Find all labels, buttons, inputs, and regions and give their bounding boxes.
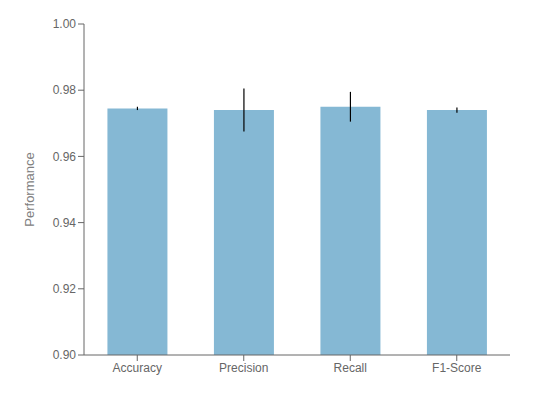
svg-text:F1-Score: F1-Score	[432, 361, 482, 375]
svg-text:0.96: 0.96	[53, 150, 77, 164]
svg-text:Recall: Recall	[334, 361, 367, 375]
svg-text:Accuracy: Accuracy	[113, 361, 162, 375]
svg-text:0.94: 0.94	[53, 216, 77, 230]
svg-text:0.92: 0.92	[53, 282, 77, 296]
svg-text:Precision: Precision	[219, 361, 268, 375]
svg-text:0.98: 0.98	[53, 83, 77, 97]
svg-text:1.00: 1.00	[53, 17, 77, 31]
svg-text:Performance: Performance	[22, 152, 37, 226]
svg-text:0.90: 0.90	[53, 348, 77, 362]
